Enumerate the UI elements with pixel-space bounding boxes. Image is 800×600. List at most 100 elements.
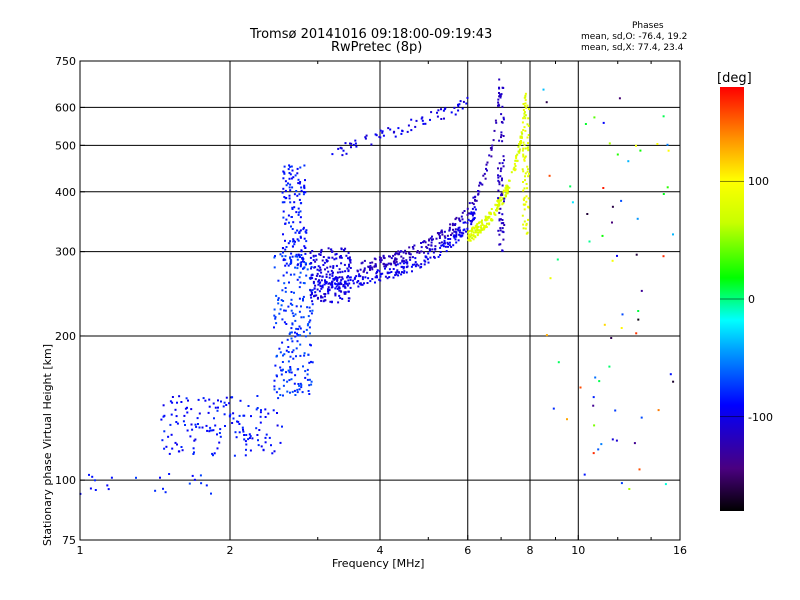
data-point xyxy=(610,337,613,339)
data-point xyxy=(308,326,311,329)
data-point xyxy=(471,237,474,240)
data-point xyxy=(408,246,411,249)
data-point xyxy=(491,144,494,147)
data-point xyxy=(431,235,433,238)
data-point xyxy=(169,400,172,403)
data-point xyxy=(375,134,378,137)
data-point xyxy=(522,223,525,226)
data-point xyxy=(197,423,199,425)
data-point xyxy=(310,266,313,268)
data-point xyxy=(319,268,322,271)
data-point xyxy=(282,274,285,277)
data-point xyxy=(356,281,359,284)
data-point xyxy=(453,106,456,109)
data-point xyxy=(498,104,501,107)
data-point xyxy=(523,105,526,108)
data-point xyxy=(249,435,252,438)
data-point xyxy=(389,128,392,131)
data-point xyxy=(175,421,178,423)
data-point xyxy=(303,186,306,188)
data-point xyxy=(485,224,488,227)
data-point xyxy=(325,273,328,276)
data-point xyxy=(381,131,384,134)
data-point xyxy=(304,247,307,249)
data-point xyxy=(165,445,168,448)
data-point xyxy=(296,238,299,241)
data-point xyxy=(177,450,180,453)
data-point xyxy=(283,165,286,168)
data-point xyxy=(477,190,479,192)
data-point xyxy=(441,233,444,236)
data-point xyxy=(466,96,469,99)
data-point xyxy=(463,210,466,212)
data-point xyxy=(527,197,530,200)
data-point xyxy=(350,142,353,145)
data-point xyxy=(325,282,327,285)
data-point xyxy=(458,103,461,106)
data-point xyxy=(304,262,307,265)
data-point xyxy=(232,412,235,415)
data-point xyxy=(297,207,300,210)
data-point xyxy=(291,245,294,248)
data-point xyxy=(449,238,452,240)
data-point xyxy=(522,155,525,158)
data-point xyxy=(248,433,251,436)
data-point xyxy=(461,218,464,221)
data-point xyxy=(310,296,313,299)
data-point xyxy=(160,418,163,421)
data-point xyxy=(497,167,499,170)
data-point xyxy=(344,291,347,294)
data-point xyxy=(175,415,178,418)
data-point xyxy=(490,208,493,210)
data-point xyxy=(311,300,314,303)
data-point xyxy=(294,313,297,316)
data-point xyxy=(302,297,304,300)
data-point xyxy=(476,233,479,236)
data-point xyxy=(290,259,293,262)
data-point xyxy=(302,258,305,260)
data-point xyxy=(311,250,314,252)
data-point xyxy=(209,426,212,429)
data-point xyxy=(331,272,334,275)
data-point xyxy=(304,376,307,379)
data-point xyxy=(414,125,417,128)
data-point xyxy=(294,240,296,243)
data-point xyxy=(305,240,308,243)
data-point xyxy=(324,279,326,282)
data-point xyxy=(466,227,469,230)
data-point xyxy=(500,179,503,182)
data-point xyxy=(219,428,222,431)
data-point xyxy=(417,264,420,267)
data-point xyxy=(208,430,211,433)
data-point xyxy=(310,293,313,296)
data-point xyxy=(171,396,174,398)
data-point xyxy=(498,181,501,184)
data-point xyxy=(521,149,524,152)
data-point xyxy=(478,229,480,232)
data-point xyxy=(292,221,295,224)
data-point xyxy=(288,371,291,374)
data-point xyxy=(522,103,525,105)
colorbar-tick-label: -100 xyxy=(748,411,773,424)
data-point xyxy=(277,397,280,400)
data-point xyxy=(315,294,318,297)
data-point xyxy=(289,368,292,371)
data-point xyxy=(361,276,364,279)
data-point xyxy=(420,250,423,253)
data-point xyxy=(355,275,358,278)
data-point xyxy=(340,256,343,259)
data-point xyxy=(306,368,309,371)
data-point xyxy=(209,429,212,432)
data-point xyxy=(303,184,306,187)
data-point xyxy=(190,423,193,426)
data-point xyxy=(243,438,246,441)
data-point xyxy=(498,86,500,89)
data-point xyxy=(339,281,342,284)
data-point xyxy=(422,122,425,125)
data-point xyxy=(420,263,423,266)
data-point xyxy=(370,143,373,146)
data-point xyxy=(197,398,200,401)
data-point xyxy=(400,250,402,253)
data-point xyxy=(455,241,458,244)
data-point xyxy=(283,321,286,324)
